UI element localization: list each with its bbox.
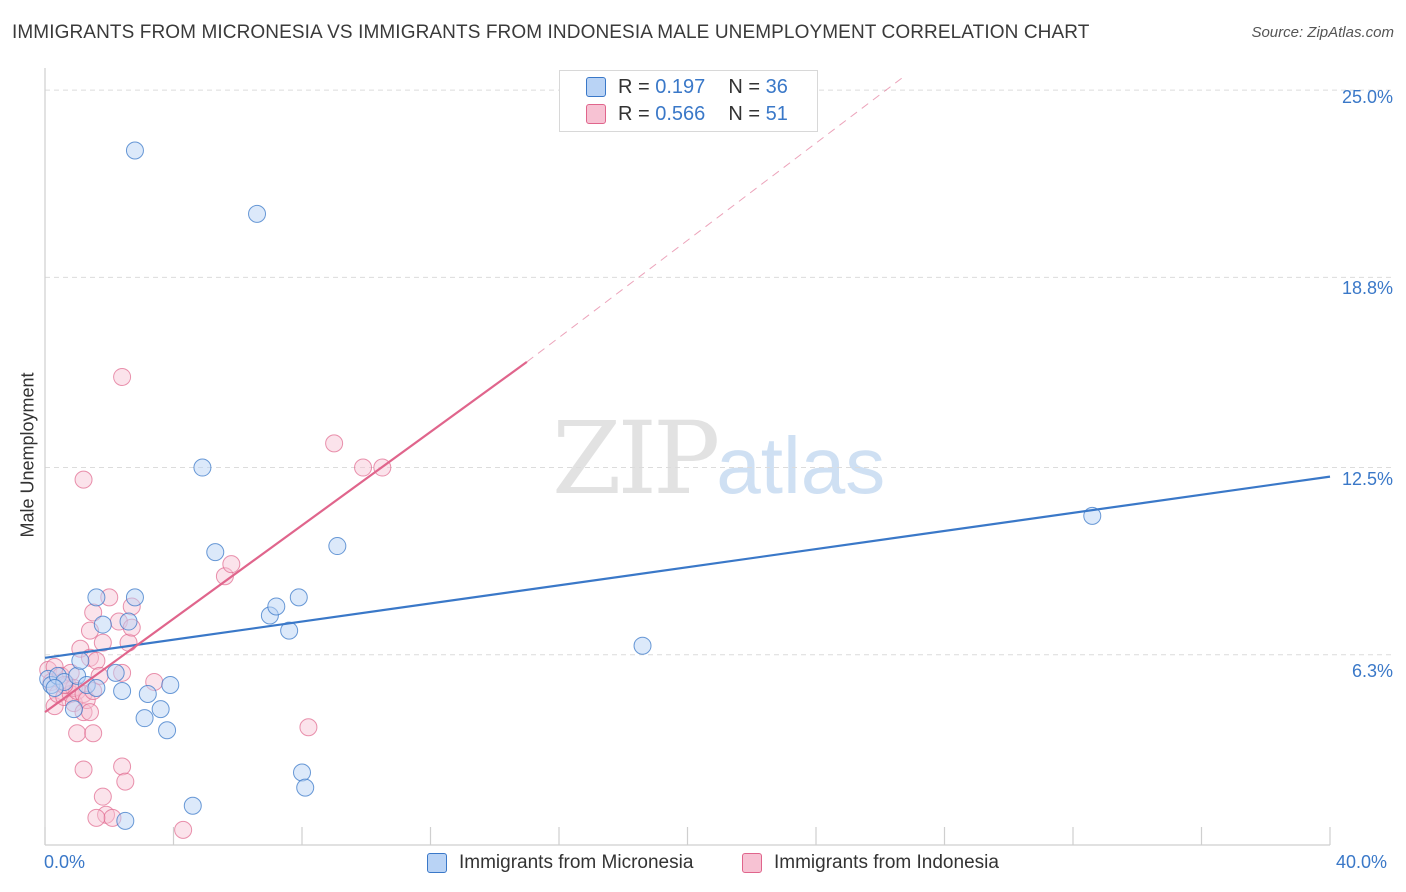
micronesia-swatch bbox=[427, 853, 447, 873]
indonesia-point bbox=[68, 724, 87, 743]
y-axis-label: Male Unemployment bbox=[17, 372, 38, 538]
micronesia-point bbox=[193, 458, 212, 477]
micronesia-swatch bbox=[586, 77, 606, 97]
watermark-zip: ZIP bbox=[552, 400, 720, 517]
bottom-legend-label: Immigrants from Micronesia bbox=[459, 852, 694, 873]
indonesia-point bbox=[93, 633, 112, 652]
micronesia-point bbox=[161, 675, 180, 694]
micronesia-point bbox=[267, 597, 286, 616]
micronesia-point bbox=[116, 811, 135, 830]
indonesia-point bbox=[74, 760, 93, 779]
x-tick-label: 0.0% bbox=[44, 852, 86, 872]
r-label: R = bbox=[618, 75, 650, 98]
r-value: 0.566 bbox=[655, 102, 706, 125]
indonesia-point bbox=[87, 651, 106, 670]
indonesia-point bbox=[113, 367, 132, 386]
indonesia-point bbox=[74, 470, 93, 489]
micronesia-point bbox=[87, 588, 106, 607]
micronesia-point bbox=[328, 537, 347, 556]
micronesia-point bbox=[113, 682, 132, 700]
micronesia-point bbox=[633, 636, 652, 655]
n-value: 36 bbox=[765, 75, 788, 98]
axes bbox=[44, 68, 1331, 846]
indonesia-trend-line bbox=[44, 360, 528, 714]
indonesia-point bbox=[113, 757, 132, 776]
y-tick-label: 12.5% bbox=[1341, 469, 1393, 489]
watermark-atlas: atlas bbox=[716, 421, 886, 510]
indonesia-point bbox=[174, 820, 193, 839]
micronesia-point bbox=[289, 588, 308, 607]
indonesia-point bbox=[116, 772, 135, 791]
bottom-legend-indonesia: Immigrants from Indonesia bbox=[742, 852, 999, 874]
r-value: 0.197 bbox=[655, 75, 706, 98]
n-label: N = bbox=[728, 75, 761, 98]
indonesia-point bbox=[354, 458, 373, 477]
trend-lines bbox=[44, 74, 1331, 714]
micronesia-point bbox=[206, 543, 225, 562]
legend-row-indonesia: R = 0.566 N = 51 bbox=[586, 101, 788, 127]
n-value: 51 bbox=[765, 102, 788, 125]
indonesia-point bbox=[325, 434, 344, 453]
micronesia-point bbox=[151, 700, 170, 719]
y-tick-label: 25.0% bbox=[1341, 87, 1393, 107]
micronesia-point bbox=[125, 588, 144, 607]
micronesia-point bbox=[119, 612, 138, 631]
micronesia-point bbox=[293, 763, 311, 782]
watermark: ZIPatlas bbox=[552, 400, 885, 517]
indonesia-swatch bbox=[586, 104, 606, 124]
micronesia-point bbox=[125, 141, 144, 160]
indonesia-trend-extension bbox=[526, 74, 907, 363]
micronesia-point bbox=[158, 721, 177, 740]
indonesia-point bbox=[119, 633, 138, 652]
micronesia-point bbox=[280, 621, 299, 640]
indonesia-point bbox=[87, 808, 106, 827]
micronesia-point bbox=[71, 651, 90, 670]
y-tick-label: 6.3% bbox=[1351, 661, 1393, 681]
micronesia-point bbox=[183, 796, 202, 815]
indonesia-point bbox=[84, 724, 103, 743]
indonesia-swatch bbox=[742, 853, 762, 873]
x-tick-label: 40.0% bbox=[1336, 852, 1388, 872]
indonesia-point bbox=[93, 787, 112, 806]
micronesia-point bbox=[138, 685, 157, 704]
gridlines bbox=[45, 89, 1393, 656]
micronesia-point bbox=[135, 709, 154, 728]
n-label: N = bbox=[728, 102, 761, 125]
micronesia-trend-line bbox=[44, 475, 1331, 659]
micronesia-point bbox=[106, 663, 125, 682]
micronesia-point bbox=[45, 678, 64, 697]
chart-title: IMMIGRANTS FROM MICRONESIA VS IMMIGRANTS… bbox=[12, 22, 1090, 43]
micronesia-point bbox=[296, 778, 315, 797]
y-tick-label: 18.8% bbox=[1341, 278, 1393, 298]
indonesia-point bbox=[222, 555, 241, 574]
indonesia-point bbox=[299, 718, 318, 737]
indonesia-point bbox=[80, 703, 99, 722]
bottom-legend-micronesia: Immigrants from Micronesia bbox=[427, 852, 693, 874]
source-credit: Source: ZipAtlas.com bbox=[1251, 24, 1394, 41]
micronesia-point bbox=[93, 615, 112, 634]
micronesia-point bbox=[248, 204, 267, 223]
micronesia-point bbox=[87, 678, 106, 697]
r-label: R = bbox=[618, 102, 650, 125]
bottom-legend-label: Immigrants from Indonesia bbox=[774, 852, 999, 873]
correlation-legend: R = 0.197 N = 36 R = 0.566 N = 51 bbox=[559, 70, 818, 132]
micronesia-point bbox=[64, 700, 83, 719]
legend-row-micronesia: R = 0.197 N = 36 bbox=[586, 74, 788, 100]
series-micronesia-points bbox=[39, 141, 1102, 830]
